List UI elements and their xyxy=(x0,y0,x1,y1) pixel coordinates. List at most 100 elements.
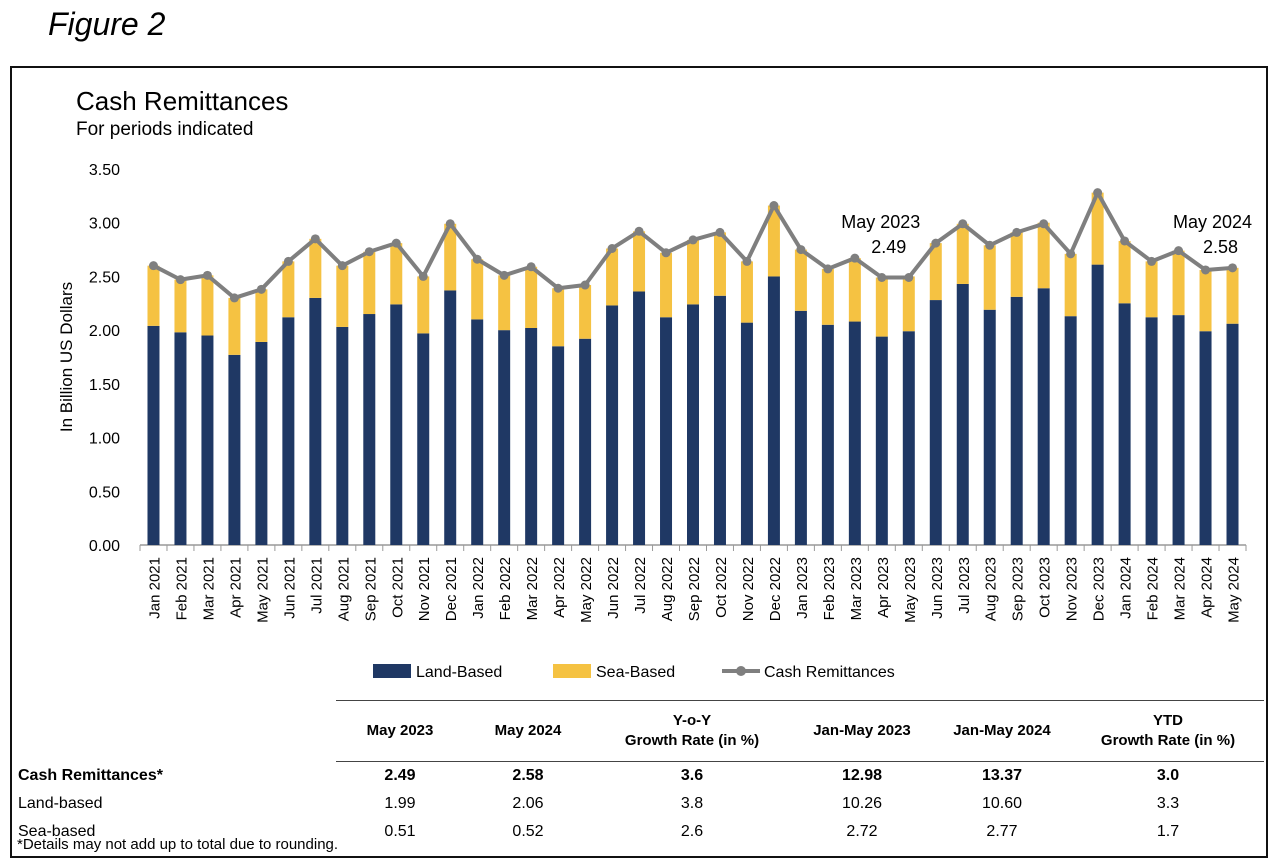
x-tick-label: Jul 2022 xyxy=(632,557,649,614)
x-tick-label: Jan 2023 xyxy=(794,557,811,619)
cash-remittances-point xyxy=(958,219,968,229)
sea-based-bar xyxy=(1037,222,1050,289)
land-based-bar xyxy=(417,333,430,545)
cash-remittances-point xyxy=(634,226,644,236)
land-based-bar xyxy=(201,335,214,545)
x-tick-label: Aug 2021 xyxy=(335,557,352,621)
x-tick-label: Jul 2023 xyxy=(956,557,973,614)
land-based-bar xyxy=(1172,315,1185,545)
x-tick-label: Jan 2022 xyxy=(470,557,487,619)
land-based-bar xyxy=(147,325,160,545)
cash-remittances-point xyxy=(823,264,833,274)
x-tick-label: Sep 2023 xyxy=(1010,557,1027,621)
sea-based-bar xyxy=(552,288,565,347)
sea-based-bar xyxy=(1172,250,1185,316)
land-based-bar xyxy=(956,283,969,545)
y-tick-label: 0.00 xyxy=(89,538,120,555)
land-based-bar xyxy=(929,300,942,545)
cash-remittances-point xyxy=(796,245,806,255)
table-cell: 2.58 xyxy=(512,767,544,784)
cash-remittances-point xyxy=(1039,219,1049,229)
sea-based-bar xyxy=(983,245,996,310)
table-cell: 1.7 xyxy=(1156,823,1180,840)
x-tick-label: Aug 2022 xyxy=(659,557,676,621)
cash-remittances-point xyxy=(877,273,887,283)
annotation-label: May 2024 xyxy=(1173,212,1252,232)
cash-remittances-point xyxy=(391,238,401,248)
sea-based-bar xyxy=(1064,253,1077,317)
land-based-bar xyxy=(740,322,753,545)
header-line: Growth Rate (in %) xyxy=(624,732,760,749)
x-tick-label: Dec 2021 xyxy=(443,557,460,621)
cash-remittances-point xyxy=(1228,263,1238,273)
x-tick-label: Dec 2023 xyxy=(1091,557,1108,621)
cash-remittances-point xyxy=(1174,246,1184,256)
table-header-blank xyxy=(14,701,336,762)
sea-based-bar xyxy=(1199,269,1212,332)
table-cell: 2.77 xyxy=(986,823,1018,840)
table-row: Cash Remittances* 2.49 2.58 3.6 12.98 13… xyxy=(14,762,1264,791)
sea-based-bar xyxy=(228,297,241,355)
sea-based-bar xyxy=(525,266,538,328)
table-header-jan-may-2024: Jan-May 2024 xyxy=(932,700,1072,762)
y-tick-label: 0.50 xyxy=(89,484,120,501)
cash-remittances-point xyxy=(1201,265,1211,275)
cash-remittances-point xyxy=(445,219,455,229)
row-label: Cash Remittances* xyxy=(18,766,163,784)
x-tick-label: Feb 2021 xyxy=(173,557,190,620)
sea-based-bar xyxy=(875,277,888,337)
cash-remittances-point xyxy=(850,253,860,263)
x-tick-label: Oct 2021 xyxy=(389,557,406,618)
x-tick-label: May 2022 xyxy=(578,557,595,623)
sea-based-bar xyxy=(498,275,511,331)
sea-based-bar xyxy=(713,232,726,296)
table-header-may-2023: May 2023 xyxy=(336,700,464,762)
x-tick-label: Nov 2023 xyxy=(1064,557,1081,621)
row-label: Land-based xyxy=(18,795,103,812)
land-based-bar xyxy=(552,346,565,545)
legend-swatch-sea-based xyxy=(553,664,591,678)
land-based-bar xyxy=(390,304,403,545)
table-header-yoy-growth: Y-o-Y Growth Rate (in %) xyxy=(592,700,792,762)
land-based-bar xyxy=(1118,303,1131,545)
x-tick-label: Jan 2021 xyxy=(146,557,163,619)
footnote: *Details may not add up to total due to … xyxy=(17,836,339,853)
annotation-value: 2.58 xyxy=(1203,237,1238,257)
y-tick-label: 3.00 xyxy=(89,216,120,233)
sea-based-bar xyxy=(336,265,349,327)
legend-label-sea-based: Sea-Based xyxy=(596,664,675,681)
sea-based-bar xyxy=(417,276,430,334)
sea-based-bar xyxy=(579,285,592,339)
sea-based-bar xyxy=(660,252,673,318)
sea-based-bar xyxy=(309,238,322,298)
land-based-bar xyxy=(902,331,915,545)
x-tick-label: Nov 2022 xyxy=(740,557,757,621)
cash-remittances-point xyxy=(1147,256,1157,266)
sea-based-bar xyxy=(740,261,753,323)
cash-remittances-point xyxy=(148,261,158,271)
x-tick-label: Feb 2022 xyxy=(497,557,514,620)
land-based-bar xyxy=(633,291,646,545)
sea-based-bar xyxy=(767,205,780,277)
cash-remittances-point xyxy=(661,248,671,258)
header-line: Y-o-Y xyxy=(672,712,712,729)
y-tick-label: 2.00 xyxy=(89,323,120,340)
x-tick-label: Jun 2022 xyxy=(605,557,622,619)
cash-remittances-point xyxy=(1120,236,1130,246)
land-based-bar xyxy=(444,290,457,545)
land-based-bar xyxy=(794,310,807,545)
land-based-bar xyxy=(1145,317,1158,545)
x-tick-label: Apr 2021 xyxy=(227,557,244,618)
table-row: Sea-based 0.51 0.52 2.6 2.72 2.77 1.7 xyxy=(14,818,1264,846)
x-tick-label: Feb 2023 xyxy=(821,557,838,620)
table-cell: 3.8 xyxy=(680,795,704,812)
cash-remittances-point xyxy=(202,270,212,280)
cash-remittances-point xyxy=(742,256,752,266)
land-based-bar xyxy=(821,324,834,545)
sea-based-bar xyxy=(633,231,646,292)
chart-title: Cash Remittances xyxy=(76,86,289,116)
table-header-row: May 2023 May 2024 Y-o-Y Growth Rate (in %… xyxy=(14,700,1264,762)
sea-based-bar xyxy=(444,223,457,291)
table-cell: 0.51 xyxy=(384,823,416,840)
cash-remittances-point xyxy=(364,247,374,257)
